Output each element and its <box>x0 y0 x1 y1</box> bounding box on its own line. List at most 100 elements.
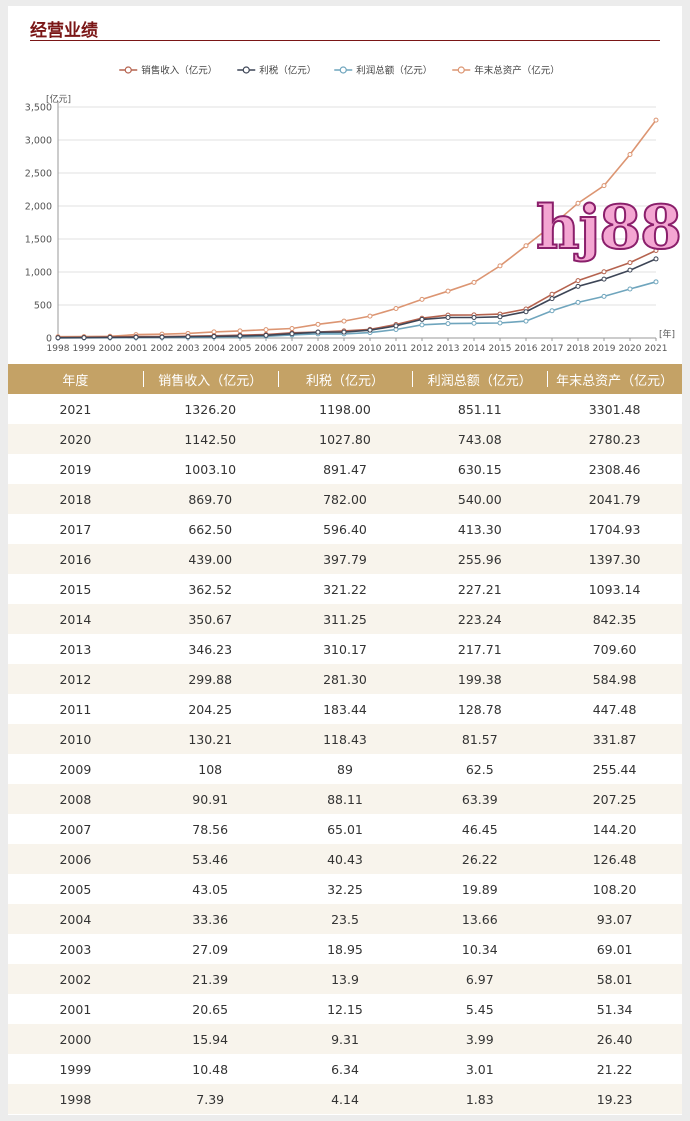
table-cell: 21.39 <box>192 971 229 987</box>
table-row: 2019 1003.10 891.47 630.15 2308.46 <box>8 454 682 484</box>
table-cell: 869.70 <box>188 491 233 507</box>
table-cell: 331.87 <box>592 731 637 747</box>
table-cell: 2012 <box>59 671 92 687</box>
table-cell: 3301.48 <box>588 401 641 417</box>
table-cell: 144.20 <box>592 821 637 837</box>
table-cell: 891.47 <box>323 461 367 477</box>
data-point <box>549 296 555 302</box>
data-point <box>653 117 659 123</box>
table-cell: 310.17 <box>323 641 367 657</box>
data-point <box>341 329 347 335</box>
table-cell: 65.01 <box>327 821 363 837</box>
table-header-row: 年度 销售收入（亿元） 利税（亿元） 利润总额（亿元） 年末总资产（亿元） <box>8 364 682 394</box>
table-cell: 1397.30 <box>588 551 641 567</box>
data-point <box>159 334 165 340</box>
data-point <box>575 283 581 289</box>
data-point <box>133 334 139 340</box>
table-row: 2002 21.39 13.9 6.97 58.01 <box>8 964 682 994</box>
table-row: 2013 346.23 310.17 217.71 709.60 <box>8 634 682 664</box>
table-cell: 842.35 <box>592 611 637 627</box>
table-cell: 58.01 <box>596 971 633 987</box>
y-axis: 0 500 1,000 1,500 2,000 2,500 3,000 3,500[亿元] <box>25 93 71 345</box>
table-cell: 2019 <box>59 461 92 477</box>
data-point <box>315 329 321 335</box>
data-point <box>289 331 295 337</box>
data-point <box>341 318 347 324</box>
table-cell: 2004 <box>59 911 92 927</box>
table-cell: 3.01 <box>465 1061 494 1077</box>
table-header-cell: 年末总资产（亿元） <box>547 364 682 394</box>
table-row: 2011 204.25 183.44 128.78 447.48 <box>8 694 682 724</box>
table-cell: 2001 <box>59 1001 92 1017</box>
y-tick-label: 2,500 <box>25 169 52 180</box>
table-row: 2015 362.52 321.22 227.21 1093.14 <box>8 574 682 604</box>
table-row: 2014 350.67 311.25 223.24 842.35 <box>8 604 682 634</box>
x-tick-label: 2012 <box>411 344 434 354</box>
x-tick-label: 2013 <box>437 344 460 354</box>
table-row: 2006 53.46 40.43 26.22 126.48 <box>8 844 682 874</box>
table-cell: 350.67 <box>188 611 233 627</box>
table-cell: 2018 <box>59 491 92 507</box>
table-row: 2018 869.70 782.00 540.00 2041.79 <box>8 484 682 514</box>
table-cell: 743.08 <box>457 431 502 447</box>
data-point <box>549 222 555 228</box>
y-tick-label: 0 <box>46 334 52 345</box>
y-tick-label: 3,000 <box>25 136 52 147</box>
y-tick-label: 1,500 <box>25 235 52 246</box>
table-cell: 12.15 <box>327 1001 363 1017</box>
table-cell: 90.91 <box>192 791 229 807</box>
data-point <box>55 335 61 341</box>
table-cell: 1999 <box>59 1061 92 1077</box>
y-tick-label: 3,500 <box>25 103 52 114</box>
table-cell: 2009 <box>59 761 92 777</box>
table-header-cell: 利税（亿元） <box>277 364 413 394</box>
table-cell: 584.98 <box>592 671 637 687</box>
table-cell: 630.15 <box>457 461 502 477</box>
watermark-logo: hj88 <box>535 193 683 263</box>
table-cell: 2013 <box>59 641 92 657</box>
table-row: 2020 1142.50 1027.80 743.08 2780.23 <box>8 424 682 454</box>
table-cell: 782.00 <box>323 491 367 507</box>
data-point <box>627 152 633 158</box>
table-cell: 413.30 <box>457 521 502 537</box>
data-point <box>523 309 529 315</box>
table-cell: 2005 <box>59 881 92 897</box>
table-cell: 78.56 <box>192 821 229 837</box>
table-cell: 199.38 <box>457 671 502 687</box>
performance-line-chart: 销售收入（亿元） 利税（亿元） 利润总额（亿元） 年末总资产（亿元） 0 500 1,00… <box>25 65 675 355</box>
table-cell: 130.21 <box>188 731 233 747</box>
table-cell: 204.25 <box>188 701 233 717</box>
table-cell: 118.43 <box>323 731 367 747</box>
data-point <box>575 278 581 284</box>
table-cell: 62.5 <box>465 761 494 777</box>
table-cell: 1704.93 <box>588 521 641 537</box>
x-tick-label: 2008 <box>307 344 330 354</box>
table-cell: 26.22 <box>461 851 498 867</box>
legend-swatch-marker <box>339 66 347 74</box>
table-cell: 439.00 <box>188 551 233 567</box>
table-cell: 851.11 <box>457 401 502 417</box>
table-cell: 2041.79 <box>588 491 641 507</box>
x-tick-label: 2018 <box>567 344 590 354</box>
data-point <box>237 328 243 334</box>
table-row: 2009 108 89 62.5 255.44 <box>8 754 682 784</box>
table-cell: 51.34 <box>596 1001 633 1017</box>
table-cell: 4.14 <box>331 1091 359 1107</box>
table-cell: 2014 <box>59 611 92 627</box>
series-line <box>57 249 657 339</box>
table-cell: 2780.23 <box>588 431 641 447</box>
x-tick-label: 1998 <box>47 344 70 354</box>
table-cell: 540.00 <box>457 491 502 507</box>
table-cell: 299.88 <box>188 671 233 687</box>
table-cell: 10.48 <box>192 1061 229 1077</box>
table-cell: 1326.20 <box>184 401 237 417</box>
table-row: 2012 299.88 281.30 199.38 584.98 <box>8 664 682 694</box>
x-tick-label: 2015 <box>489 344 512 354</box>
table-cell: 2016 <box>59 551 92 567</box>
table-cell: 397.79 <box>323 551 367 567</box>
table-cell: 2010 <box>59 731 92 747</box>
y-axis-unit-label: [亿元] <box>46 93 71 105</box>
table-cell: 10.34 <box>461 941 498 957</box>
chart-series <box>55 117 659 341</box>
legend-item-label: 年末总资产（亿元） <box>474 65 560 77</box>
